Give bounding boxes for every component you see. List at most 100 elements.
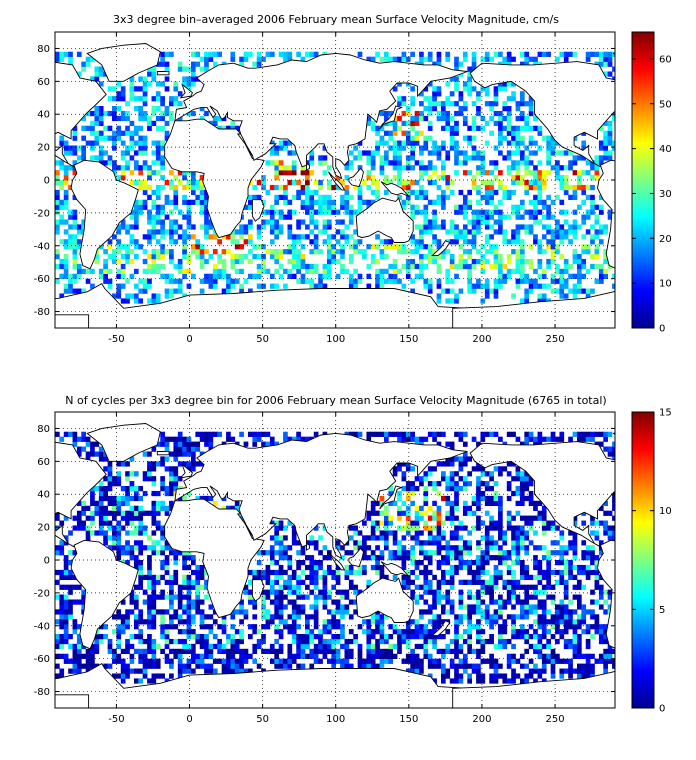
heatmap-cell (581, 569, 587, 576)
heatmap-cell (436, 564, 442, 571)
heatmap-cell (252, 184, 258, 191)
heatmap-cell (261, 56, 266, 62)
heatmap-cell (603, 520, 608, 526)
heatmap-cell (559, 668, 565, 674)
heatmap-cell (546, 520, 551, 526)
heatmap-cell (519, 175, 525, 181)
heatmap-cell (405, 180, 411, 186)
heatmap-cell (519, 51, 525, 57)
heatmap-cell (392, 500, 398, 507)
heatmap-cell (427, 653, 433, 659)
heatmap-cell (397, 540, 402, 546)
heatmap-cell (537, 125, 543, 131)
heatmap-cell (133, 555, 139, 561)
heatmap-cell (423, 579, 429, 585)
heatmap-cell (322, 263, 328, 270)
heatmap-cell (484, 199, 490, 205)
heatmap-cell (427, 569, 433, 576)
heatmap-cell (182, 555, 187, 561)
heatmap-cell (454, 624, 459, 630)
heatmap-cell (555, 56, 560, 62)
heatmap-cell (160, 244, 165, 250)
heatmap-cell (256, 273, 262, 279)
heatmap-cell (598, 520, 604, 526)
heatmap-cell (85, 110, 91, 117)
heatmap-cell (151, 619, 157, 625)
heatmap-cell (471, 229, 477, 235)
heatmap-cell (511, 461, 516, 467)
heatmap-cell (476, 520, 481, 526)
heatmap-cell (125, 298, 130, 304)
heatmap-cell (489, 249, 494, 255)
heatmap-cell (63, 629, 69, 635)
heatmap-cell (563, 234, 569, 240)
heatmap-cell (243, 229, 249, 235)
heatmap-cell (370, 500, 376, 507)
heatmap-cell (278, 254, 284, 260)
heatmap-cell (498, 130, 503, 136)
heatmap-cell (449, 456, 455, 462)
heatmap-cell (555, 278, 560, 284)
heatmap-cell (212, 51, 218, 57)
heatmap-cell (550, 229, 556, 235)
heatmap-cell (498, 224, 503, 230)
heatmap-cell (432, 234, 437, 240)
heatmap-cell (585, 638, 591, 645)
heatmap-cell (423, 263, 429, 270)
heatmap-cell (405, 624, 411, 630)
heatmap-cell (383, 155, 389, 161)
heatmap-cell (498, 663, 503, 669)
heatmap-cell (410, 204, 415, 210)
heatmap-cell (318, 273, 323, 279)
heatmap-cell (405, 184, 411, 191)
heatmap-cell (568, 194, 573, 201)
heatmap-cell (164, 564, 170, 571)
heatmap-cell (296, 254, 301, 260)
heatmap-cell (305, 436, 310, 442)
heatmap-cell (138, 505, 144, 511)
heatmap-cell (212, 268, 218, 275)
heatmap-cell (432, 574, 437, 581)
heatmap-cell (305, 574, 310, 581)
heatmap-cell (432, 239, 437, 245)
heatmap-cell (103, 466, 108, 472)
heatmap-cell (519, 569, 525, 576)
heatmap-cell (436, 91, 442, 97)
heatmap-cell (357, 278, 363, 284)
heatmap-cell (151, 643, 157, 650)
heatmap-cell (287, 170, 293, 176)
heatmap-cell (72, 130, 78, 136)
heatmap-cell (305, 170, 310, 176)
heatmap-cell (133, 619, 139, 625)
heatmap-cell (383, 648, 389, 655)
heatmap-cell (427, 525, 433, 531)
heatmap-cell (471, 569, 477, 576)
heatmap-cell (138, 510, 144, 516)
heatmap-cell (515, 165, 521, 171)
heatmap-cell (370, 663, 376, 669)
heatmap-cell (515, 540, 521, 546)
heatmap-cell (116, 175, 122, 181)
colorbar-tick-label: 20 (659, 234, 672, 245)
heatmap-cell (410, 466, 415, 472)
heatmap-cell (563, 629, 569, 635)
heatmap-cell (147, 584, 152, 590)
heatmap-cell (125, 150, 130, 156)
heatmap-cell (147, 81, 152, 87)
heatmap-cell (410, 545, 415, 551)
heatmap-cell (379, 170, 385, 176)
heatmap-cell (383, 189, 389, 196)
heatmap-cell (441, 125, 446, 131)
heatmap-cell (454, 505, 459, 511)
heatmap-cell (506, 115, 512, 122)
heatmap-cell (484, 249, 490, 255)
heatmap-cell (484, 604, 490, 610)
heatmap-cell (432, 540, 437, 546)
heatmap-cell (72, 648, 78, 655)
heatmap-cell (511, 678, 516, 684)
heatmap-cell (68, 634, 73, 640)
heatmap-cell (405, 189, 411, 196)
heatmap-cell (576, 648, 582, 655)
heatmap-cell (107, 663, 113, 669)
heatmap-cell (572, 135, 578, 141)
